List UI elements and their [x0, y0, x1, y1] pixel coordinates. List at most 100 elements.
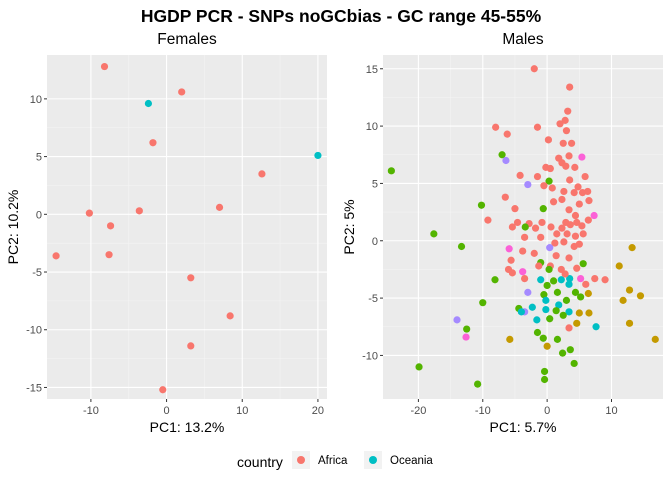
data-point — [628, 244, 636, 252]
data-point — [571, 211, 580, 220]
data-point — [565, 254, 573, 262]
data-point — [556, 120, 564, 128]
data-point — [540, 375, 549, 384]
data-point — [565, 206, 573, 214]
y-tick-label-males: -10 — [362, 350, 378, 362]
data-point — [558, 195, 566, 204]
data-point — [477, 201, 486, 209]
data-point — [100, 62, 109, 71]
data-point — [578, 153, 586, 161]
x-tick-label-males: -20 — [410, 405, 426, 417]
data-point — [519, 247, 527, 255]
data-point — [584, 216, 592, 224]
data-point — [566, 221, 574, 229]
data-point — [553, 230, 561, 238]
legend-entry-africa: Africa — [292, 451, 348, 469]
data-point — [543, 281, 551, 290]
data-point — [573, 218, 581, 227]
data-point — [501, 193, 509, 201]
data-point — [215, 203, 224, 211]
data-point — [636, 292, 645, 300]
data-point — [564, 107, 572, 115]
data-point — [508, 223, 516, 231]
x-tick-label-males: 10 — [605, 405, 617, 417]
data-point — [549, 277, 558, 285]
data-point — [579, 230, 587, 238]
x-axis-title-males: PC1: 5.7% — [490, 419, 557, 435]
data-point — [585, 309, 593, 317]
data-point — [590, 211, 598, 220]
data-point — [619, 296, 627, 304]
y-tick-label-males: 15 — [366, 64, 378, 76]
data-point — [559, 139, 567, 147]
data-point — [547, 223, 555, 231]
data-point — [548, 184, 556, 192]
data-point — [178, 88, 186, 96]
chart-title: HGDP PCR - SNPs noGCbias - GC range 45-5… — [141, 6, 542, 26]
points-females — [52, 62, 322, 394]
x-tick-label-females: -10 — [83, 405, 99, 417]
data-point — [479, 299, 487, 307]
data-point — [144, 99, 153, 108]
data-point — [553, 335, 562, 343]
data-point — [537, 276, 545, 284]
data-point — [530, 65, 538, 73]
data-point — [570, 242, 578, 251]
y-tick-label-females: 5 — [36, 152, 42, 164]
data-point — [415, 363, 423, 371]
data-point — [584, 289, 592, 298]
data-point — [561, 270, 569, 278]
x-tick-label-males: 0 — [544, 405, 550, 417]
data-point — [537, 233, 545, 241]
legend-label-africa: Africa — [318, 455, 348, 467]
plot-background-females — [47, 55, 327, 399]
data-point — [105, 251, 113, 259]
data-point — [546, 315, 554, 323]
data-point — [539, 205, 547, 213]
data-point — [615, 262, 623, 270]
ticks-females: -10 0 10 20 -15 -10 -5 0 5 10 — [26, 94, 324, 417]
data-point — [545, 177, 553, 185]
data-point — [430, 230, 438, 238]
legend-swatch-oceania — [369, 456, 377, 464]
data-point — [553, 288, 562, 296]
data-point — [516, 171, 524, 179]
data-point — [543, 342, 551, 350]
data-point — [570, 359, 578, 368]
data-point — [566, 176, 574, 184]
data-point — [546, 164, 554, 173]
data-point — [507, 256, 515, 264]
x-tick-label-females: 10 — [236, 405, 248, 417]
data-point — [565, 152, 573, 160]
data-point — [521, 223, 529, 231]
points-males — [387, 65, 659, 388]
data-point — [530, 249, 538, 257]
data-point — [566, 275, 574, 283]
y-axis-title-males: PC2: 5% — [341, 199, 357, 254]
data-point — [533, 123, 542, 131]
data-point — [528, 303, 536, 311]
data-point — [491, 276, 499, 284]
legend-entry-oceania: Oceania — [364, 451, 433, 469]
data-point — [484, 216, 492, 224]
data-point — [563, 230, 571, 238]
data-point — [85, 209, 93, 217]
y-tick-label-males: 5 — [372, 178, 378, 190]
y-tick-label-males: 0 — [372, 236, 378, 248]
data-point — [513, 218, 522, 227]
data-point — [582, 280, 590, 288]
legend-label-oceania: Oceania — [390, 455, 433, 467]
data-point — [106, 222, 115, 230]
data-point — [577, 275, 585, 283]
data-point — [560, 187, 568, 196]
data-point — [540, 367, 549, 376]
data-point — [524, 180, 532, 189]
x-tick-label-males: -10 — [475, 405, 491, 417]
data-point — [498, 151, 506, 159]
data-point — [573, 319, 581, 327]
x-axis-title-females: PC1: 13.2% — [150, 419, 225, 435]
data-point — [462, 333, 470, 341]
data-point — [505, 245, 513, 253]
data-point — [577, 293, 585, 301]
